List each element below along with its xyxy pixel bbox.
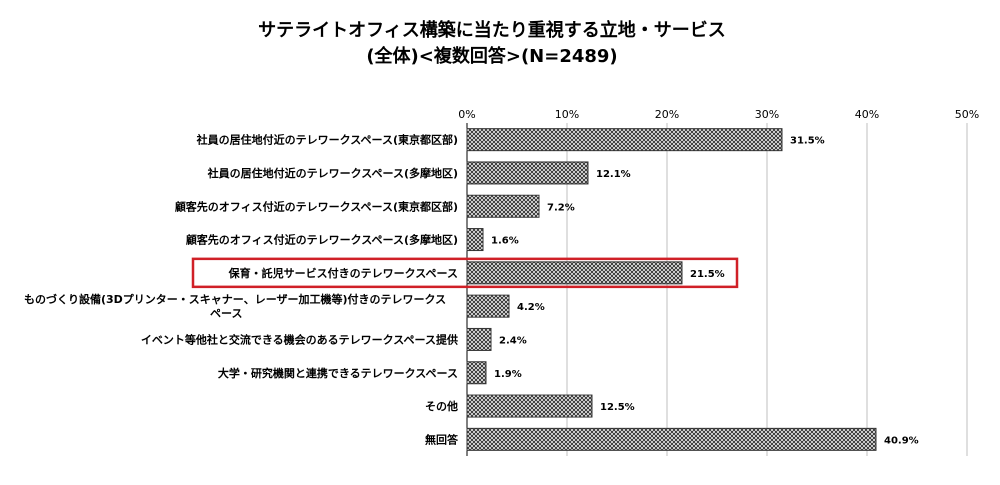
bar bbox=[466, 361, 487, 385]
category-label: 社員の居住地付近のテレワークスペース(多摩地区) bbox=[207, 166, 458, 180]
x-axis-ticks: 0% 10% 20% 30% 40% 50% bbox=[458, 108, 979, 121]
bar bbox=[466, 128, 783, 152]
x-tick-label: 30% bbox=[755, 108, 779, 121]
x-tick-label: 20% bbox=[655, 108, 679, 121]
highlight-box bbox=[191, 257, 739, 289]
bar bbox=[466, 228, 484, 252]
category-label: 顧客先のオフィス付近のテレワークスペース(多摩地区) bbox=[186, 233, 458, 247]
value-label: 2.4% bbox=[499, 335, 527, 346]
bar bbox=[466, 294, 510, 318]
value-label: 12.5% bbox=[600, 402, 635, 413]
highlight-rectangle bbox=[191, 257, 739, 289]
chart-title-line-2: (全体)<複数回答>(N=2489) bbox=[366, 45, 617, 67]
bar bbox=[466, 327, 492, 351]
category-label: イベント等他社と交流できる機会のあるテレワークスペース提供 bbox=[141, 332, 458, 346]
bar bbox=[466, 261, 683, 285]
value-label: 40.9% bbox=[884, 435, 919, 446]
x-tick-label: 0% bbox=[458, 108, 475, 121]
x-tick-label: 50% bbox=[955, 108, 979, 121]
value-label: 21.5% bbox=[690, 269, 725, 280]
x-tick-label: 40% bbox=[855, 108, 879, 121]
bar bbox=[466, 161, 589, 185]
bar bbox=[466, 427, 877, 451]
value-label: 31.5% bbox=[790, 136, 825, 147]
value-label: 1.9% bbox=[494, 369, 522, 380]
value-label: 7.2% bbox=[547, 202, 575, 213]
category-label: ペース bbox=[210, 307, 242, 320]
category-label: 無回答 bbox=[425, 432, 459, 446]
category-label: 保育・託児サービス付きのテレワークスペース bbox=[228, 266, 458, 280]
value-labels: 31.5% 12.1% 7.2% 1.6% 21.5% 4.2% 2.4% 1.9% 12.5%… bbox=[491, 136, 919, 447]
category-label: その他 bbox=[425, 399, 458, 413]
value-label: 4.2% bbox=[517, 302, 545, 313]
value-label: 1.6% bbox=[491, 236, 519, 247]
category-label: ものづくり設備(3Dプリンター・スキャナー、レーザー加工機等)付きのテレワークス bbox=[24, 292, 446, 306]
bars bbox=[466, 128, 877, 451]
category-label: 大学・研究機関と連携できるテレワークスペース bbox=[218, 366, 458, 380]
category-labels: 社員の居住地付近のテレワークスペース(東京都区部) 社員の居住地付近のテレワークス… bbox=[24, 133, 459, 447]
value-label: 12.1% bbox=[596, 169, 631, 180]
category-label: 社員の居住地付近のテレワークスペース(東京都区部) bbox=[196, 133, 458, 147]
bar bbox=[466, 394, 593, 418]
x-tick-label: 10% bbox=[555, 108, 579, 121]
bar bbox=[466, 194, 540, 218]
category-label: 顧客先のオフィス付近のテレワークスペース(東京都区部) bbox=[175, 199, 458, 213]
chart-title-line-1: サテライトオフィス構築に当たり重視する立地・サービス bbox=[258, 19, 726, 41]
